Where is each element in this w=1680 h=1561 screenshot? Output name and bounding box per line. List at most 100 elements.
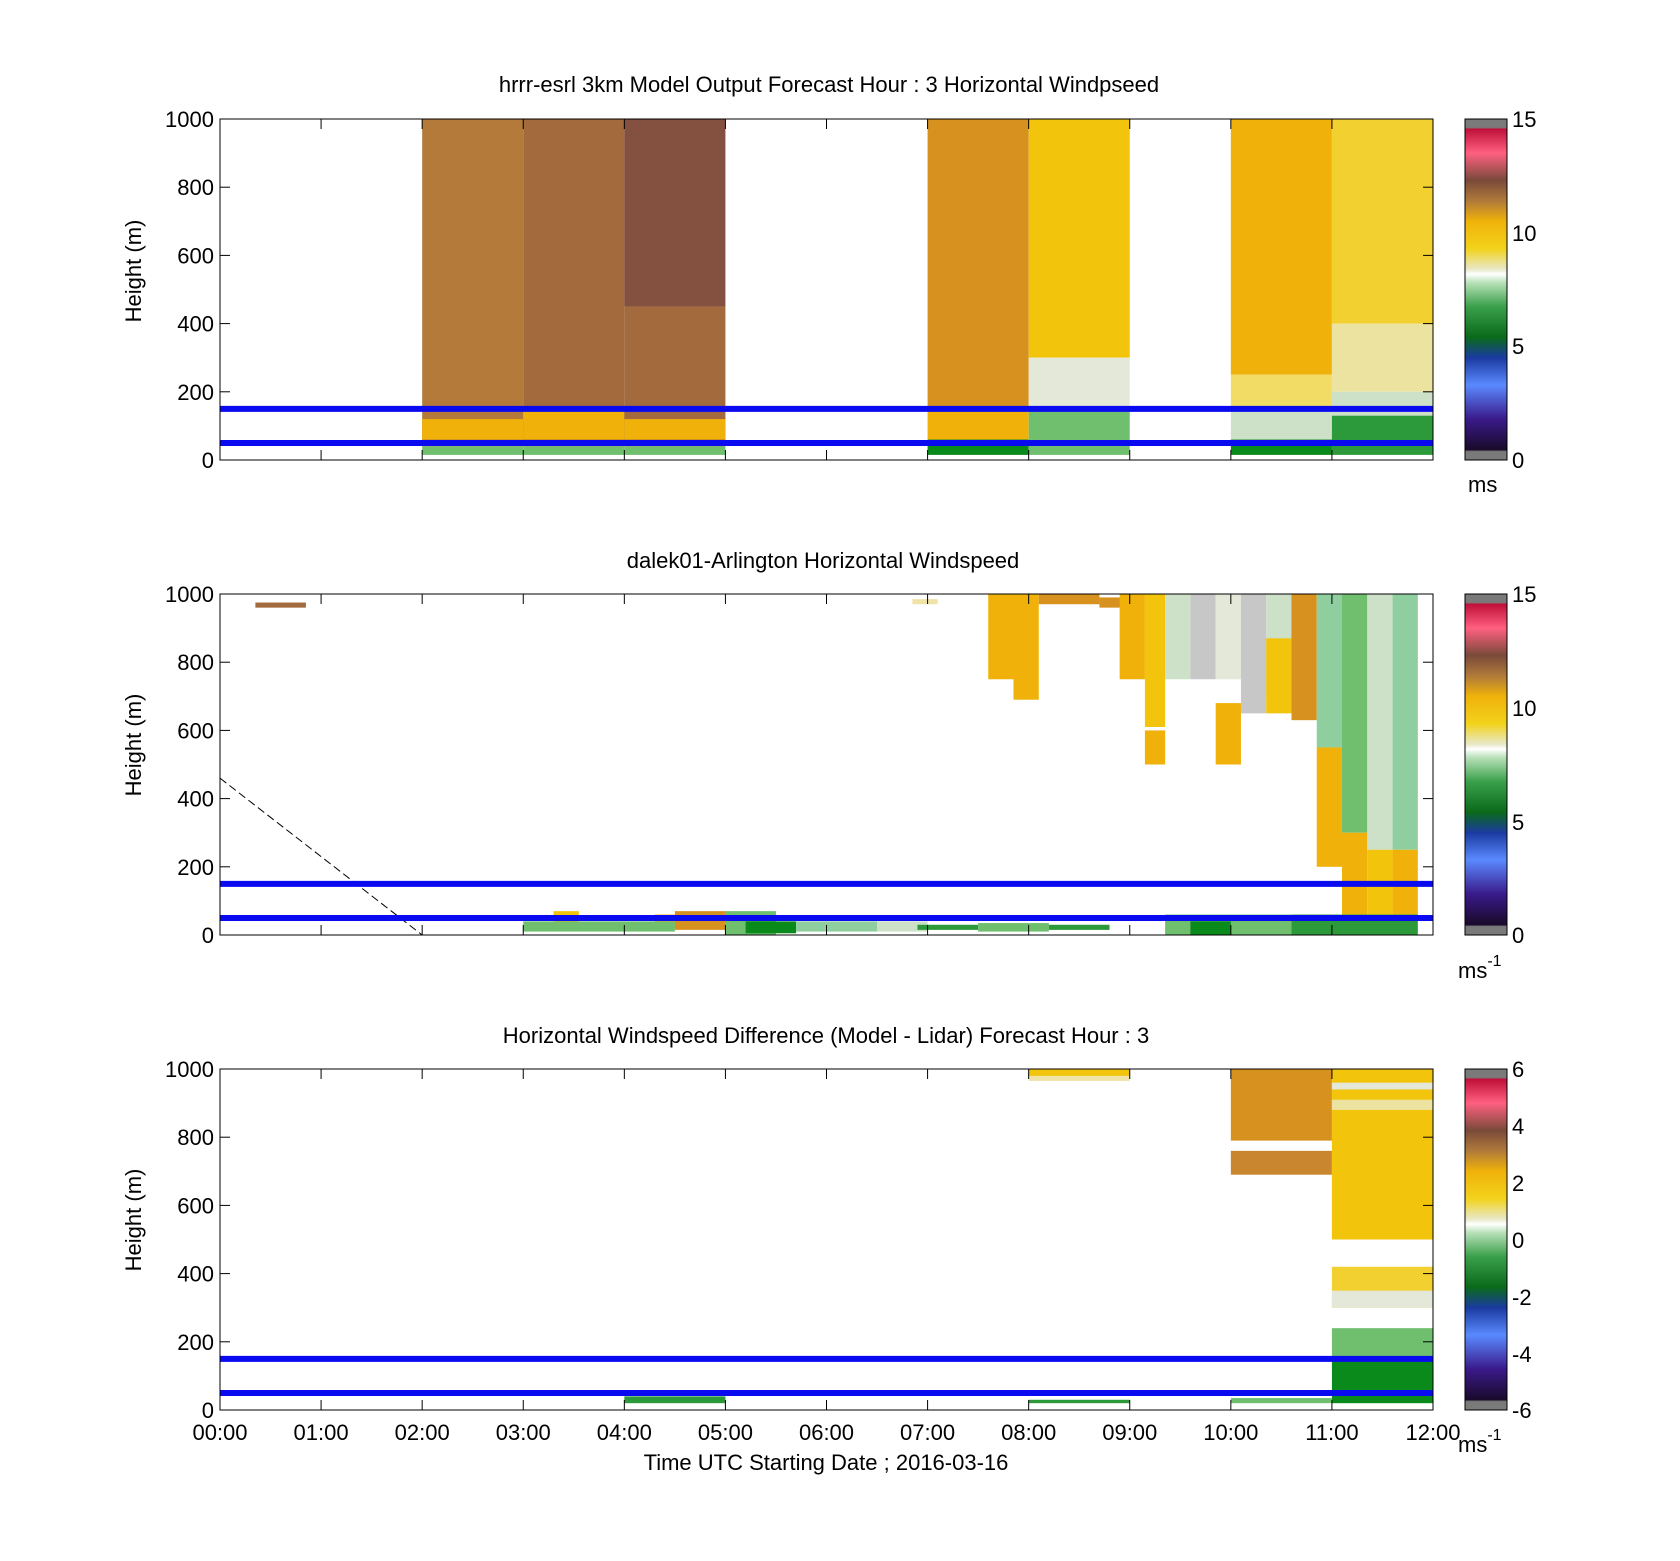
panel-model: hrrr-esrl 3km Model Output Forecast Hour…	[121, 72, 1536, 497]
panel-lidar-title: dalek01-Arlington Horizontal Windspeed	[627, 548, 1020, 573]
y-tick-label: 1000	[165, 107, 214, 132]
heatmap-cell	[1331, 323, 1433, 392]
heatmap-cell	[1331, 1358, 1433, 1404]
heatmap-cell	[1028, 1399, 1130, 1404]
heatmap-cell	[1190, 921, 1231, 935]
heatmap-cell	[1013, 594, 1039, 700]
heatmap-cell	[422, 446, 524, 455]
y-tick-label: 400	[177, 1262, 214, 1287]
y-tick-label: 800	[177, 175, 214, 200]
heatmap-cell	[978, 923, 1049, 932]
heatmap-cell	[927, 408, 1029, 440]
heatmap-cell	[1331, 1290, 1433, 1308]
heatmap-cell	[1215, 703, 1241, 765]
heatmap-cell	[1190, 594, 1216, 680]
heatmap-cell	[1342, 594, 1368, 833]
colorbar-difference-unit: ms-1	[1458, 1427, 1502, 1457]
y-tick-label: 600	[177, 1193, 214, 1218]
colorbar-model-bar	[1464, 118, 1508, 461]
colorbar-difference-tick: 0	[1512, 1228, 1524, 1253]
heatmap-cell	[624, 419, 726, 440]
y-tick-label: 200	[177, 855, 214, 880]
x-tick-label: 07:00	[900, 1420, 955, 1445]
heatmap-cell	[1331, 1082, 1433, 1090]
y-tick-label: 1000	[165, 1057, 214, 1082]
y-tick-label: 0	[202, 448, 214, 473]
colorbar-difference-unit-base: ms	[1458, 1432, 1487, 1457]
heatmap-cell	[1331, 1328, 1433, 1359]
heatmap-cell	[1230, 408, 1332, 440]
panel-model-frame	[219, 118, 1434, 461]
heatmap-cell	[1215, 594, 1241, 680]
heatmap-cell	[255, 602, 306, 608]
panel-lidar-plot: 0 200 400 600 800 1000	[165, 582, 1434, 948]
heatmap-cell	[523, 446, 625, 455]
heatmap-cell	[1028, 119, 1130, 358]
heatmap-cell	[1144, 594, 1166, 727]
heatmap-cell	[624, 1396, 726, 1404]
heatmap-cell	[422, 119, 524, 447]
heatmap-cell	[1230, 1069, 1332, 1141]
panel-difference-ylabel: Height (m)	[121, 1169, 146, 1272]
panel-lidar-frame	[219, 593, 1434, 936]
x-tick-label: 08:00	[1001, 1420, 1056, 1445]
colorbar-model-tick: 0	[1512, 448, 1524, 473]
y-tick-label: 400	[177, 312, 214, 337]
heatmap-cell	[912, 599, 938, 605]
heatmap-cell	[1266, 638, 1292, 714]
colorbar-difference-tick: 2	[1512, 1171, 1524, 1196]
colorbar-difference-tick: -6	[1512, 1398, 1532, 1423]
x-tick-label: 11:00	[1305, 1420, 1358, 1445]
heatmap-cell	[1048, 924, 1110, 930]
panel-difference-plot: 0 200 400 600 800 1000 00:00 01:00 02:00 03:00 04:…	[165, 1057, 1460, 1445]
heatmap-cell	[624, 119, 726, 307]
heatmap-cell	[1331, 119, 1433, 324]
heatmap-cell	[1230, 119, 1332, 375]
colorbar-model-tick: 10	[1512, 221, 1536, 246]
heatmap-cell	[1038, 594, 1100, 605]
heatmap-cell	[1331, 391, 1433, 416]
panel-lidar: dalek01-Arlington Horizontal Windspeed H…	[121, 548, 1536, 983]
heatmap-cell	[1240, 594, 1267, 714]
panel-difference-frame	[219, 1068, 1434, 1411]
heatmap-cell	[1028, 1069, 1130, 1076]
colorbar-lidar-tick: 0	[1512, 923, 1524, 948]
heatmap-cell	[1392, 594, 1418, 850]
x-tick-label: 05:00	[698, 1420, 753, 1445]
heatmap-cell	[927, 119, 1029, 409]
colorbar-lidar-tick: 10	[1512, 696, 1536, 721]
y-tick-label: 0	[202, 1398, 214, 1423]
x-tick-label: 04:00	[597, 1420, 652, 1445]
heatmap-cell	[877, 921, 928, 932]
heatmap-cell	[1316, 594, 1343, 748]
colorbar-model-unit: ms	[1468, 472, 1497, 497]
y-tick-label: 400	[177, 787, 214, 812]
heatmap-cell	[1230, 374, 1332, 409]
heatmap-cell	[1230, 1398, 1332, 1404]
heatmap-cell	[1367, 594, 1393, 850]
heatmap-cell	[1028, 357, 1130, 409]
y-tick-label: 800	[177, 1125, 214, 1150]
heatmap-cell	[1230, 1150, 1332, 1175]
colorbar-lidar-unit-base: ms	[1458, 958, 1487, 983]
y-tick-label: 0	[202, 923, 214, 948]
colorbar-difference-unit-sup: -1	[1487, 1427, 1501, 1444]
heatmap-cell	[1316, 747, 1343, 867]
colorbar-difference-tick: 6	[1512, 1057, 1524, 1082]
panel-lidar-colorbar: 15 10 5 0 ms-1	[1458, 582, 1536, 983]
heatmap-cell	[917, 924, 979, 930]
y-tick-label: 600	[177, 718, 214, 743]
heatmap-cell	[1028, 408, 1130, 455]
colorbar-lidar-unit: ms-1	[1458, 953, 1502, 983]
heatmap-cell	[523, 119, 625, 447]
colorbar-difference-tick: 4	[1512, 1114, 1524, 1139]
x-tick-label: 06:00	[799, 1420, 854, 1445]
x-tick-label: 12:00	[1405, 1420, 1460, 1445]
heatmap-cell	[523, 408, 625, 440]
colorbar-lidar-bar	[1464, 593, 1508, 936]
colorbar-difference-tick: -4	[1512, 1342, 1532, 1367]
x-tick-label: 09:00	[1102, 1420, 1157, 1445]
colorbar-lidar-tick: 15	[1512, 582, 1536, 607]
y-tick-label: 200	[177, 380, 214, 405]
